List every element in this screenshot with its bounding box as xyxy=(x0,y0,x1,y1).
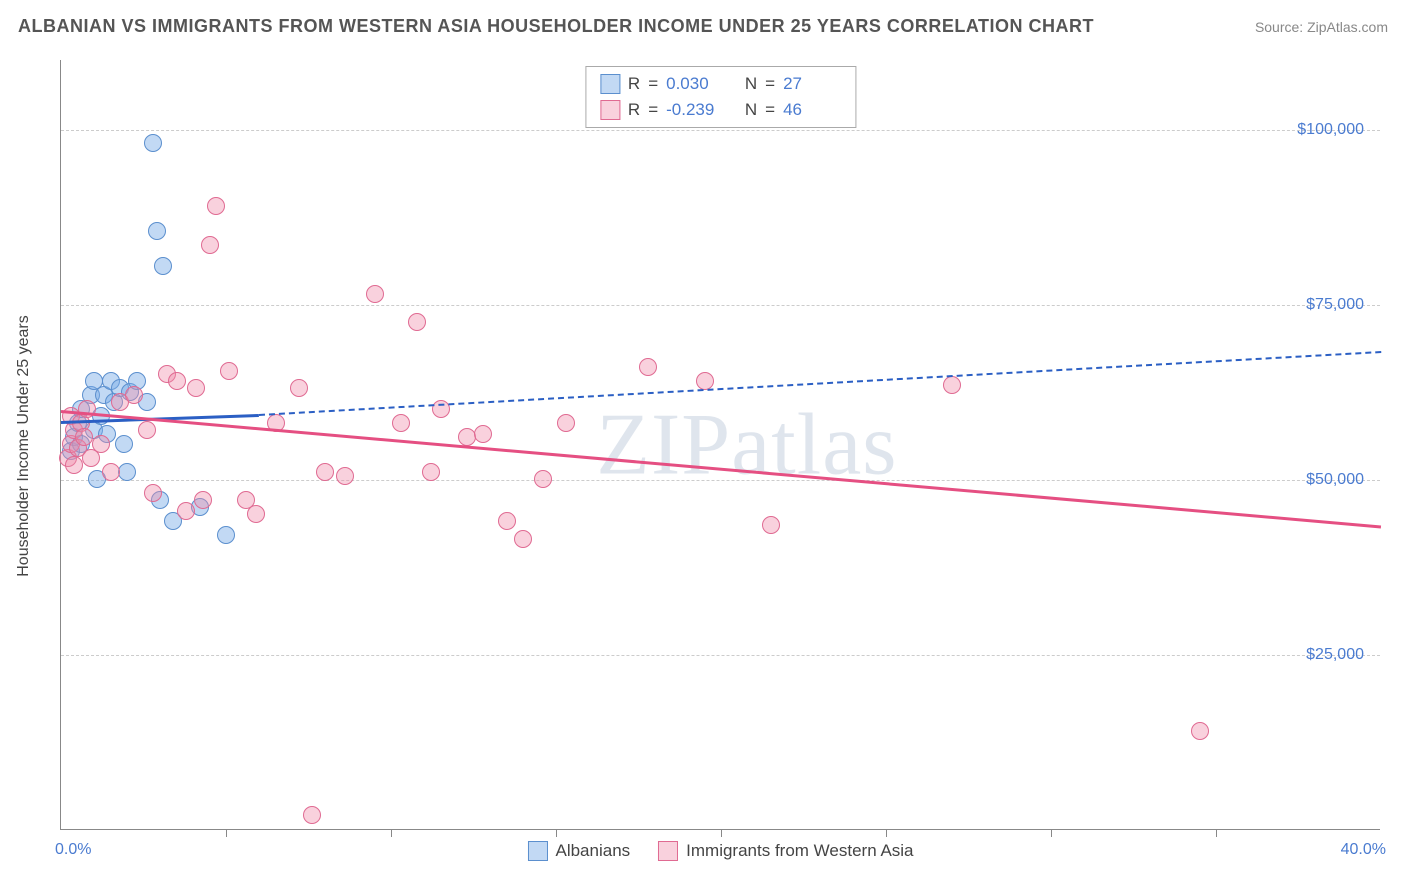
legend-item-2: Immigrants from Western Asia xyxy=(658,841,913,861)
x-axis-min-label: 0.0% xyxy=(55,841,91,859)
legend-item-1: Albanians xyxy=(527,841,630,861)
gridline-h xyxy=(61,130,1380,131)
swatch-series-1 xyxy=(600,74,620,94)
scatter-point xyxy=(148,222,166,240)
stat-eq: = xyxy=(765,71,775,97)
scatter-plot-area: ZIPatlas R = 0.030 N = 27 R = -0.239 N =… xyxy=(60,60,1380,830)
scatter-point xyxy=(187,379,205,397)
scatter-point xyxy=(943,376,961,394)
x-tick xyxy=(1216,829,1217,837)
scatter-point xyxy=(422,463,440,481)
scatter-point xyxy=(366,285,384,303)
scatter-point xyxy=(217,526,235,544)
source-name: ZipAtlas.com xyxy=(1307,19,1388,35)
gridline-h xyxy=(61,655,1380,656)
legend-swatch-2 xyxy=(658,841,678,861)
scatter-point xyxy=(392,414,410,432)
legend-label-1: Albanians xyxy=(555,841,630,861)
scatter-point xyxy=(201,236,219,254)
stat-label-r: R xyxy=(628,97,640,123)
scatter-point xyxy=(154,257,172,275)
scatter-point xyxy=(138,421,156,439)
scatter-point xyxy=(168,372,186,390)
scatter-point xyxy=(336,467,354,485)
y-tick-label: $50,000 xyxy=(1306,471,1364,489)
scatter-point xyxy=(102,463,120,481)
scatter-point xyxy=(514,530,532,548)
stat-eq: = xyxy=(648,71,658,97)
legend-label-2: Immigrants from Western Asia xyxy=(686,841,913,861)
scatter-point xyxy=(303,806,321,824)
scatter-point xyxy=(75,428,93,446)
scatter-point xyxy=(247,505,265,523)
stat-label-n: N xyxy=(745,97,757,123)
scatter-point xyxy=(220,362,238,380)
stat-eq: = xyxy=(765,97,775,123)
scatter-point xyxy=(1191,722,1209,740)
scatter-point xyxy=(115,435,133,453)
y-axis-label: Householder Income Under 25 years xyxy=(15,315,33,576)
legend-swatch-1 xyxy=(527,841,547,861)
scatter-point xyxy=(118,463,136,481)
scatter-point xyxy=(696,372,714,390)
scatter-point xyxy=(207,197,225,215)
bottom-legend: Albanians Immigrants from Western Asia xyxy=(527,841,913,861)
x-tick xyxy=(226,829,227,837)
correlation-stats-box: R = 0.030 N = 27 R = -0.239 N = 46 xyxy=(585,66,856,128)
stat-r-value-1: 0.030 xyxy=(666,71,724,97)
x-tick xyxy=(721,829,722,837)
scatter-point xyxy=(316,463,334,481)
source-prefix: Source: xyxy=(1255,19,1307,35)
stat-n-value-2: 46 xyxy=(783,97,841,123)
scatter-point xyxy=(65,456,83,474)
scatter-point xyxy=(639,358,657,376)
stat-n-value-1: 27 xyxy=(783,71,841,97)
stat-label-r: R xyxy=(628,71,640,97)
chart-header: ALBANIAN VS IMMIGRANTS FROM WESTERN ASIA… xyxy=(18,16,1388,37)
scatter-point xyxy=(177,502,195,520)
stat-eq: = xyxy=(648,97,658,123)
scatter-point xyxy=(194,491,212,509)
scatter-point xyxy=(125,386,143,404)
scatter-point xyxy=(144,134,162,152)
trend-line-extrapolated xyxy=(259,351,1381,416)
x-axis-max-label: 40.0% xyxy=(1341,841,1386,859)
y-tick-label: $100,000 xyxy=(1297,121,1364,139)
chart-title: ALBANIAN VS IMMIGRANTS FROM WESTERN ASIA… xyxy=(18,16,1094,37)
stat-label-n: N xyxy=(745,71,757,97)
x-tick xyxy=(391,829,392,837)
y-tick-label: $25,000 xyxy=(1306,646,1364,664)
y-tick-label: $75,000 xyxy=(1306,296,1364,314)
scatter-point xyxy=(534,470,552,488)
gridline-h xyxy=(61,305,1380,306)
x-tick xyxy=(1051,829,1052,837)
scatter-point xyxy=(474,425,492,443)
stat-r-value-2: -0.239 xyxy=(666,97,724,123)
source-attribution: Source: ZipAtlas.com xyxy=(1255,19,1388,35)
x-tick xyxy=(886,829,887,837)
x-tick xyxy=(556,829,557,837)
stats-row-series-2: R = -0.239 N = 46 xyxy=(600,97,841,123)
swatch-series-2 xyxy=(600,100,620,120)
scatter-point xyxy=(762,516,780,534)
gridline-h xyxy=(61,480,1380,481)
scatter-point xyxy=(557,414,575,432)
scatter-point xyxy=(498,512,516,530)
scatter-point xyxy=(458,428,476,446)
stats-row-series-1: R = 0.030 N = 27 xyxy=(600,71,841,97)
scatter-point xyxy=(408,313,426,331)
scatter-point xyxy=(290,379,308,397)
scatter-point xyxy=(92,435,110,453)
scatter-point xyxy=(144,484,162,502)
